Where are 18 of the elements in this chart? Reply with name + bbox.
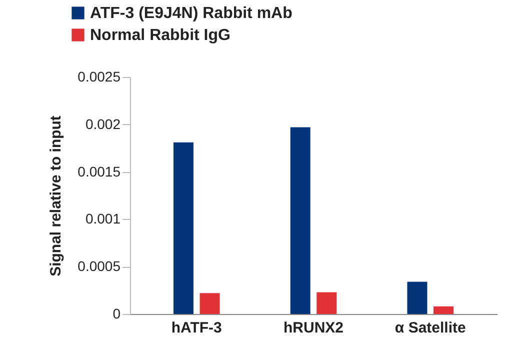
legend-label: ATF-3 (E9J4N) Rabbit mAb	[90, 5, 293, 22]
x-tick-label: hATF-3	[171, 320, 222, 336]
bar	[173, 142, 194, 314]
y-axis-title: Signal relative to input	[48, 116, 65, 276]
bar	[200, 293, 220, 314]
y-tick-label: 0.0005	[78, 258, 121, 274]
bar	[407, 282, 428, 314]
bar	[316, 292, 337, 314]
y-tick-label: 0.0025	[78, 68, 121, 84]
bar	[434, 306, 454, 314]
y-tick-label: 0	[112, 306, 121, 322]
y-tick-label: 0.0015	[78, 163, 121, 180]
x-tick-label: hRUNX2	[283, 320, 344, 336]
bar	[290, 127, 310, 314]
y-tick-label: 0.002	[85, 116, 121, 132]
y-tick-label: 0.001	[85, 210, 121, 227]
x-tick-label: α Satellite	[394, 320, 466, 336]
legend-label: Normal Rabbit IgG	[90, 27, 230, 44]
